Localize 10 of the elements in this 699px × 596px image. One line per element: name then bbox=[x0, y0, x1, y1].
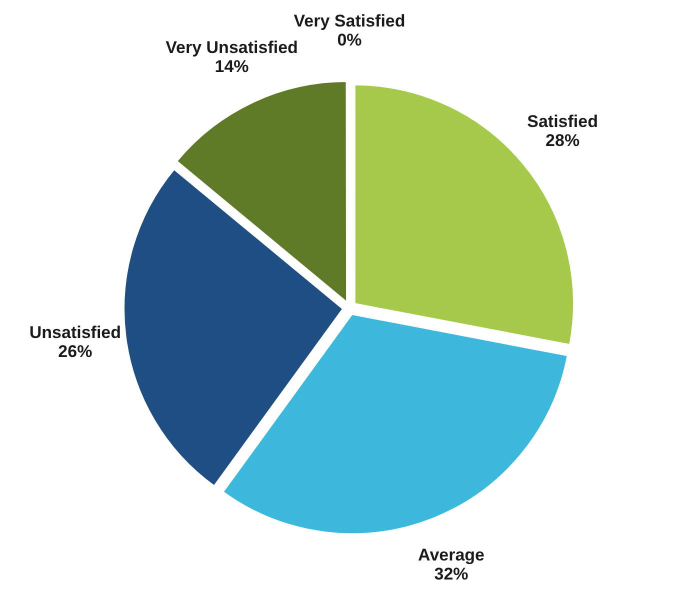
slice-label: Very Unsatisfied bbox=[166, 38, 298, 58]
data-label: 26% bbox=[58, 342, 92, 361]
data-label: 32% bbox=[434, 564, 468, 584]
text: 0% bbox=[337, 30, 362, 50]
data-label: 14% bbox=[214, 57, 249, 76]
slice-label: Unsatisfied bbox=[29, 322, 121, 342]
data-label: 28% bbox=[546, 130, 580, 150]
slice-label: Average bbox=[418, 545, 485, 564]
category-label: Very Satisfied bbox=[294, 12, 406, 31]
slice-label: Satisfied bbox=[527, 112, 598, 131]
